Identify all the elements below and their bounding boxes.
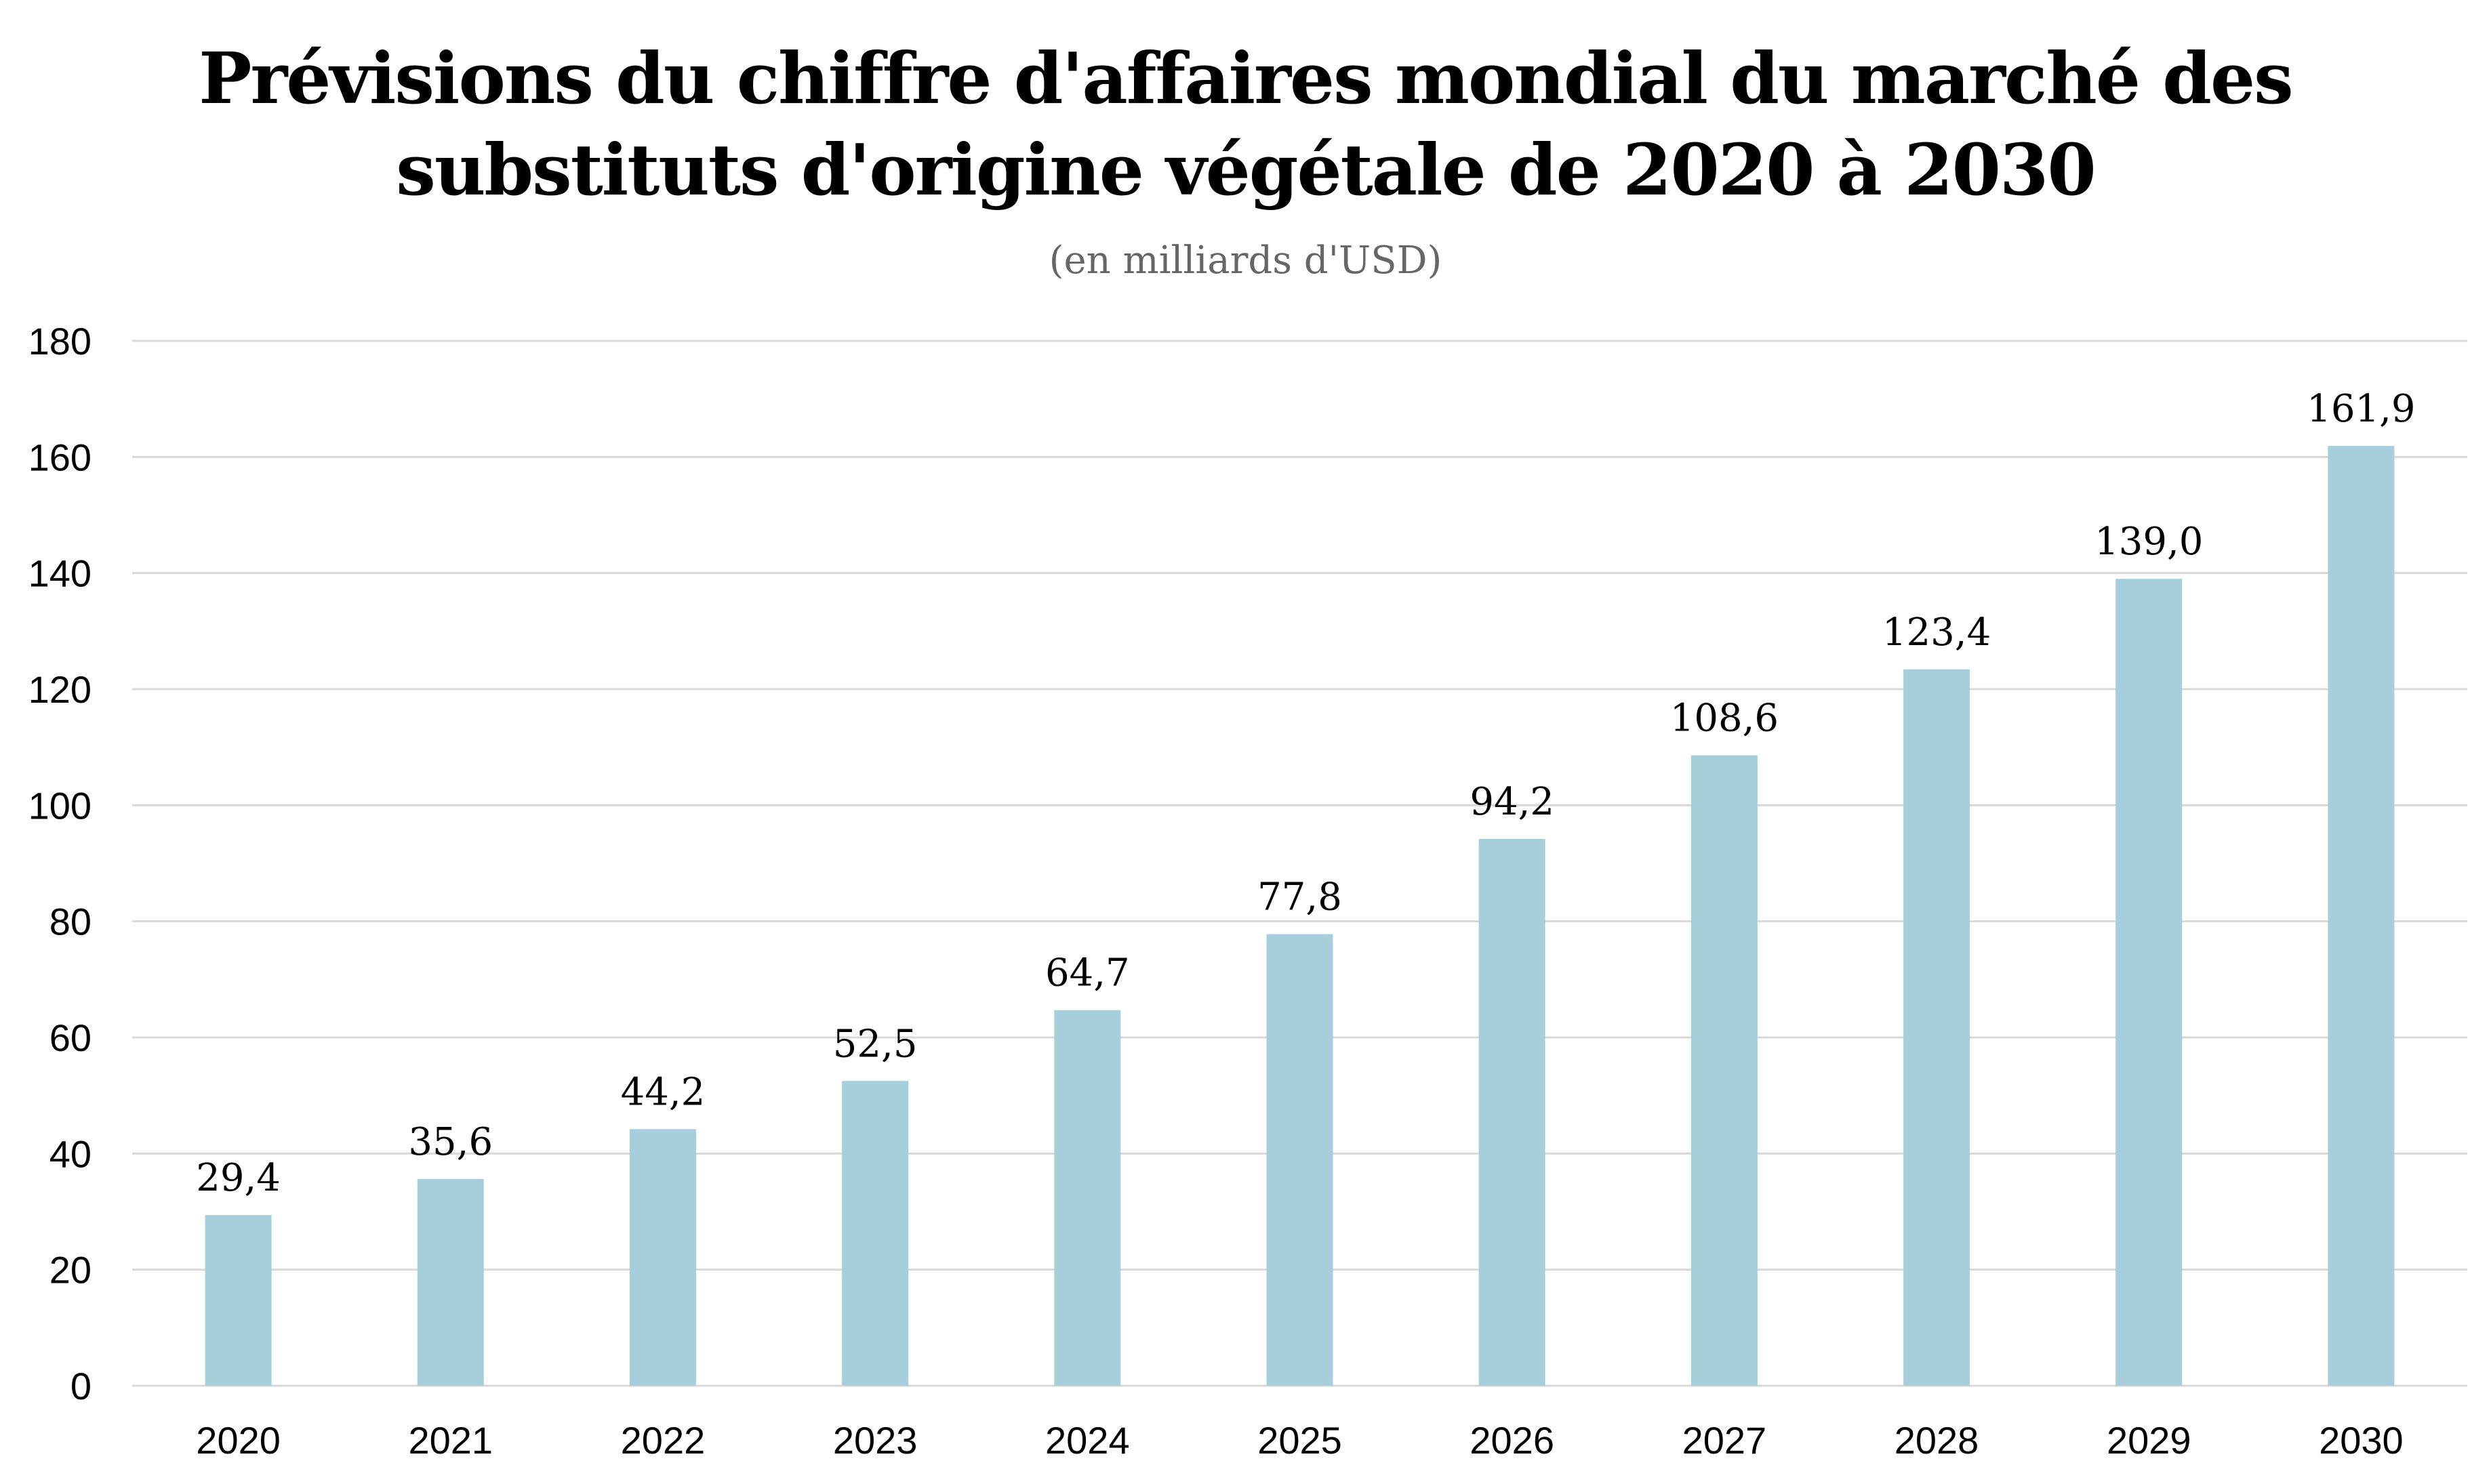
y-tick-label: 120 [28, 668, 92, 711]
y-tick-label: 80 [49, 901, 92, 943]
bar-2026 [1478, 839, 1545, 1386]
bar-2024 [1054, 1010, 1121, 1386]
bars [205, 446, 2395, 1386]
bar-2025 [1266, 934, 1333, 1386]
y-tick-label: 20 [49, 1249, 92, 1292]
data-label-2024: 64,7 [1045, 951, 1130, 995]
data-label-2026: 94,2 [1470, 780, 1554, 824]
y-tick-label: 40 [49, 1132, 92, 1175]
bar-2029 [2115, 579, 2183, 1386]
data-label-2025: 77,8 [1257, 875, 1342, 920]
x-tick-label-2022: 2022 [621, 1419, 706, 1462]
x-tick-label-2025: 2025 [1257, 1419, 1342, 1462]
x-tick-label-2028: 2028 [1895, 1419, 1979, 1462]
bar-2030 [2328, 446, 2395, 1386]
chart-title-line-2: substituts d'origine végétale de 2020 à … [396, 128, 2096, 212]
y-tick-label: 160 [28, 436, 92, 478]
x-tick-label-2023: 2023 [833, 1419, 918, 1462]
x-tick-label-2026: 2026 [1470, 1419, 1554, 1462]
x-tick-label-2020: 2020 [196, 1419, 281, 1462]
x-tick-label-2024: 2024 [1045, 1419, 1130, 1462]
y-tick-label: 60 [49, 1016, 92, 1059]
y-tick-label: 0 [70, 1365, 92, 1407]
data-label-2029: 139,0 [2094, 520, 2203, 564]
chart-subtitle: (en milliards d'USD) [1049, 239, 1442, 283]
y-tick-label: 180 [28, 320, 92, 363]
bar-2020 [205, 1215, 272, 1386]
chart-title: Prévisions du chiffre d'affaires mondial… [0, 33, 2491, 215]
bar-2021 [417, 1179, 484, 1386]
x-tick-label-2029: 2029 [2107, 1419, 2191, 1462]
y-tick-label: 100 [28, 784, 92, 827]
x-tick-label-2030: 2030 [2319, 1419, 2404, 1462]
bar-2023 [842, 1081, 909, 1386]
data-label-2021: 35,6 [408, 1120, 493, 1164]
chart-title-line-1: Prévisions du chiffre d'affaires mondial… [199, 37, 2293, 120]
data-label-2020: 29,4 [196, 1156, 281, 1200]
bar-2022 [629, 1129, 696, 1386]
data-label-2030: 161,9 [2307, 387, 2415, 431]
data-label-2028: 123,4 [1882, 611, 1991, 655]
x-tick-label-2021: 2021 [408, 1419, 493, 1462]
data-labels: 29,4 35,6 44,2 52,5 64,7 77,8 94,2 108,6 123,4 13… [196, 387, 2415, 1200]
data-label-2027: 108,6 [1670, 697, 1779, 741]
y-tick-label: 140 [28, 552, 92, 595]
x-tick-label-2027: 2027 [1682, 1419, 1767, 1462]
bar-2028 [1903, 669, 1970, 1386]
bar-2027 [1690, 755, 1758, 1386]
data-label-2022: 44,2 [621, 1070, 706, 1114]
data-label-2023: 52,5 [833, 1022, 918, 1066]
x-axis-tick-labels: 2020 2021 2022 2023 2024 2025 2026 2027 2028 2029… [196, 1419, 2403, 1462]
y-axis-tick-labels: 0 20 40 60 80 100 120 140 160 180 [28, 320, 92, 1407]
